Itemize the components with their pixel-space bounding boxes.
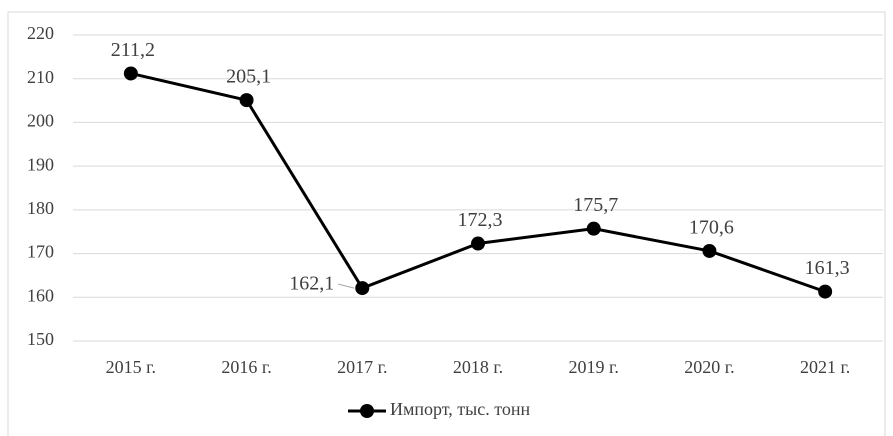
marker xyxy=(702,243,717,258)
legend-marker xyxy=(360,404,374,418)
y-tick-label: 190 xyxy=(27,154,54,174)
x-tick-label: 2021 г. xyxy=(800,357,850,377)
marker xyxy=(123,66,138,81)
x-tick-label: 2016 г. xyxy=(221,357,271,377)
y-tick-label: 170 xyxy=(27,242,54,262)
marker xyxy=(586,221,601,236)
x-tick-label: 2020 г. xyxy=(684,357,734,377)
marker xyxy=(818,284,833,299)
leader-line xyxy=(338,283,355,289)
y-tick-label: 150 xyxy=(27,329,54,349)
y-tick-label: 210 xyxy=(27,67,54,87)
x-tick-label: 2015 г. xyxy=(106,357,156,377)
value-label: 211,2 xyxy=(111,39,155,61)
marker xyxy=(355,281,370,296)
value-label: 162,1 xyxy=(289,273,334,295)
value-label: 161,3 xyxy=(805,257,850,279)
x-tick-label: 2019 г. xyxy=(569,357,619,377)
legend-label: Импорт, тыс. тонн xyxy=(390,399,531,419)
value-label: 205,1 xyxy=(226,66,271,88)
value-label: 172,3 xyxy=(458,209,503,231)
chart-frame xyxy=(7,11,886,436)
marker xyxy=(471,236,485,251)
x-tick-label: 2018 г. xyxy=(453,357,503,377)
y-tick-label: 220 xyxy=(27,23,54,43)
value-label: 175,7 xyxy=(573,194,618,216)
x-tick-label: 2017 г. xyxy=(337,357,387,377)
y-tick-label: 180 xyxy=(27,198,54,218)
marker xyxy=(239,93,254,108)
value-label: 170,6 xyxy=(689,217,734,239)
y-tick-label: 200 xyxy=(27,111,54,131)
y-tick-label: 160 xyxy=(27,285,54,305)
